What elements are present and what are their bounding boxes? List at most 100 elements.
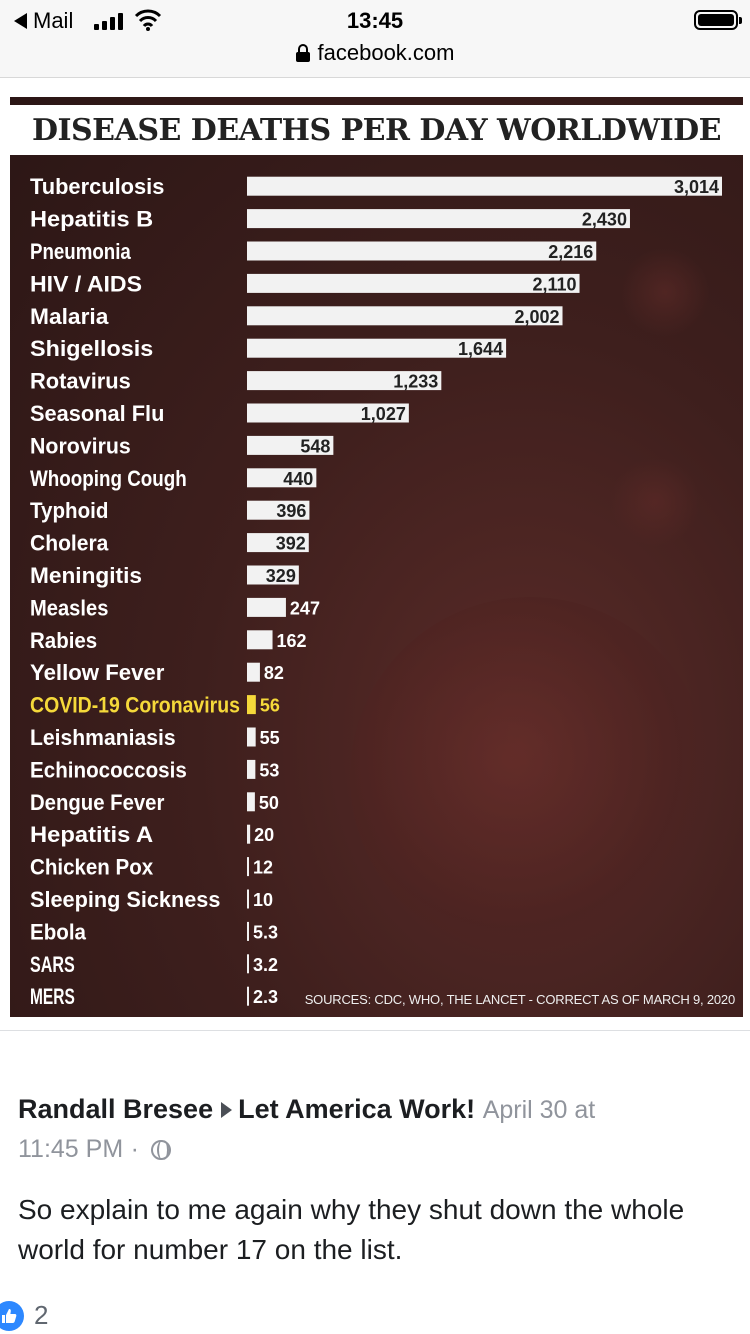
bar [247,468,317,488]
value-label: 53 [259,760,279,780]
battery-icon [694,10,742,30]
clock: 13:45 [346,8,404,33]
back-to-mail-button[interactable]: Mail [14,8,73,34]
bar [247,565,299,585]
value-label: 50 [259,793,279,813]
bar [247,241,597,261]
signal-icon [94,12,123,30]
bar [247,273,580,293]
bar [247,857,249,877]
status-bar: Mail 13:45 facebook.com [0,0,750,78]
value-label: 329 [266,566,296,586]
category-label: Cholera [30,531,109,556]
value-label: 396 [276,501,306,521]
value-label: 247 [290,598,320,618]
value-label: 55 [260,728,280,748]
value-label: 3,014 [674,177,719,197]
category-label: Measles [30,595,108,620]
chart-title: DISEASE DEATHS PER DAY WORLDWIDE [10,105,743,155]
value-label: 3.2 [253,955,278,975]
value-label: 2.3 [253,987,278,1007]
category-label: Hepatitis B [30,207,153,232]
post-text: So explain to me again why they shut dow… [18,1194,685,1265]
author-name[interactable]: Randall Bresee [18,1094,214,1124]
chart-image[interactable]: DISEASE DEATHS PER DAY WORLDWIDE Tubercu… [10,97,743,1017]
bar [247,435,334,455]
meta-separator: · [130,1135,139,1163]
group-name[interactable]: Let America Work! [238,1094,476,1124]
category-label: Whooping Cough [30,466,187,491]
bar [247,306,563,326]
value-label: 1,027 [361,404,406,424]
value-label: 2,216 [548,242,593,262]
like-count: 2 [34,1300,49,1330]
category-label: Dengue Fever [30,790,165,815]
value-label: 82 [264,663,284,683]
value-label: 440 [283,469,313,489]
category-label: Hepatitis A [30,822,153,847]
bar [247,209,630,229]
bar [247,792,255,812]
post-time[interactable]: 11:45 PM [18,1135,124,1163]
virus-background-graphic [620,247,710,337]
bar [247,630,273,650]
wifi-icon [134,9,162,31]
bar [247,403,409,423]
bar [247,727,256,747]
category-label: Ebola [30,919,87,944]
category-label: SARS [30,952,75,977]
value-label: 2,002 [514,307,559,327]
virus-background-graphic [610,457,700,547]
bar [247,695,256,715]
bar [247,371,442,391]
post-date[interactable]: April 30 at [482,1096,596,1124]
value-label: 10 [253,890,273,910]
category-label: Meningitis [30,563,142,588]
value-label: 392 [276,534,306,554]
bar [247,954,249,974]
category-label: Sleeping Sickness [30,887,220,912]
category-label: Rabies [30,628,97,653]
category-label: Typhoid [30,498,108,523]
category-label: Echinococcosis [30,757,187,782]
category-label: Norovirus [30,433,131,458]
category-label: Pneumonia [30,239,131,264]
value-label: 1,644 [458,339,503,359]
category-label: COVID-19 Coronavirus [30,693,240,718]
bar [247,500,310,520]
virus-background-graphic [350,597,710,957]
bar [247,533,309,553]
bar [247,824,251,844]
lock-icon [295,44,310,62]
bar [247,921,249,941]
category-label: Tuberculosis [30,174,164,199]
value-label: 162 [277,631,307,651]
category-label: Chicken Pox [30,855,154,880]
value-label: 12 [253,858,273,878]
category-label: Malaria [30,304,109,329]
address-bar[interactable]: facebook.com [0,40,750,66]
back-arrow-icon [14,13,27,29]
category-label: HIV / AIDS [30,271,142,296]
bar [247,759,256,779]
value-label: 56 [260,696,280,716]
back-label: Mail [33,8,74,33]
post-header: Randall Bresee Let America Work! April 30… [18,1090,718,1168]
value-label: 20 [254,825,274,845]
shared-to-arrow-icon [221,1101,233,1118]
category-label: MERS [30,984,75,1009]
bar [247,597,286,617]
bar-chart: Tuberculosis 3,014 Hepatitis B 2,430 Pneumon… [30,174,722,1009]
globe-icon [150,1139,171,1160]
value-label: 548 [300,436,330,456]
category-label: Yellow Fever [30,660,165,685]
reactions-bar[interactable]: 2 [0,1300,48,1331]
value-label: 2,110 [532,274,576,294]
category-label: Shigellosis [30,336,153,361]
url-text: facebook.com [317,40,455,65]
value-label: 1,233 [393,372,438,392]
bar [247,176,722,196]
bar [247,338,507,358]
chart-source: SOURCES: CDC, WHO, THE LANCET - CORRECT … [304,992,735,1007]
value-label: 5.3 [253,922,278,942]
